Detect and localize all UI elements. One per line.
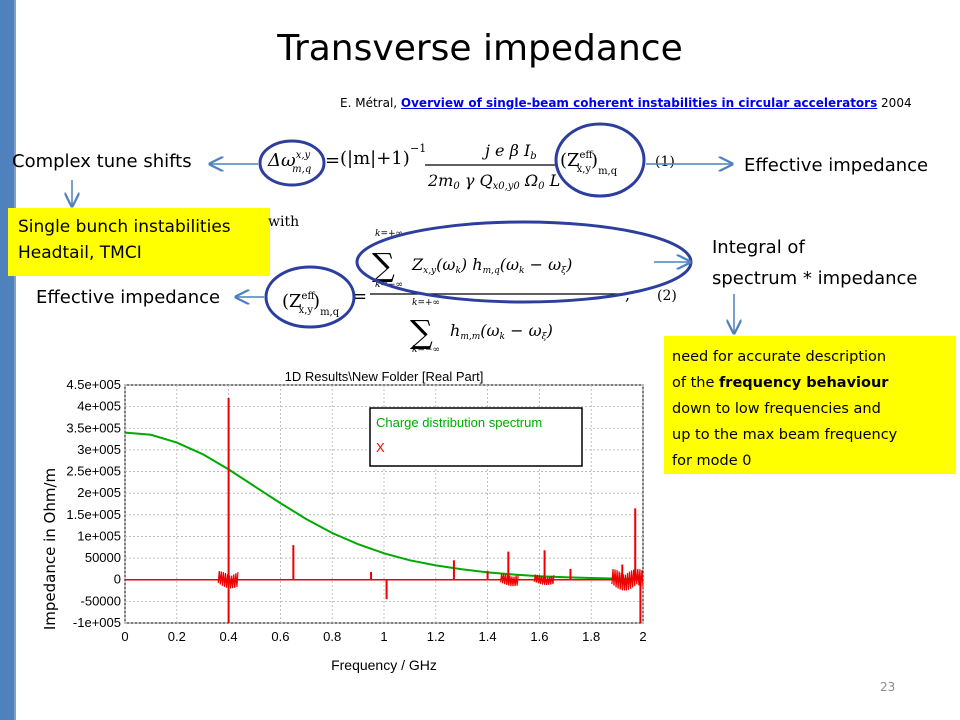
x-tick-label: 0.4 [220, 629, 238, 644]
ybox1-line1: Single bunch instabilities [18, 217, 231, 237]
y-tick-label: -1e+005 [73, 615, 121, 630]
ybox2-line2b: frequency behaviour [719, 375, 889, 391]
eq2-sum-bot-upper: k=+∞ [412, 298, 440, 308]
ellipse-effective-impedance-left [264, 265, 356, 329]
x-tick-label: 0.2 [168, 629, 186, 644]
x-tick-label: 1 [380, 629, 387, 644]
chart-xlabel: Frequency / GHz [331, 657, 437, 673]
left-accent-bar-edge [14, 0, 16, 720]
chart-ylabel: Impedance in Ohm/m [41, 467, 59, 631]
x-tick-label: 1.2 [427, 629, 445, 644]
eq2-numerator: Zx,y(ωk) hm,q(ωk − ωξ) [411, 255, 572, 276]
eq2-sigma-top: ∑ [372, 246, 395, 284]
complex-tune-shifts-label: Complex tune shifts [12, 151, 192, 172]
y-tick-label: 3.5e+005 [66, 420, 121, 435]
eq1-exp: −1 [410, 142, 426, 155]
eq1-equals: = [325, 150, 340, 171]
series-charge-distribution [124, 431, 644, 581]
y-tick-label: 2.5e+005 [66, 464, 121, 479]
x-tick-label: 1.6 [530, 629, 548, 644]
page-number: 23 [880, 680, 896, 694]
slide-title: Transverse impedance [277, 28, 683, 69]
ellipse-effective-impedance-top [554, 122, 646, 198]
eq2-sum-bot-lower: k=−∞ [412, 345, 440, 355]
ybox2-line1: need for accurate description [672, 349, 887, 365]
single-bunch-instabilities-box: Single bunch instabilities Headtail, TMC… [8, 208, 270, 276]
x-tick-label: 2 [639, 629, 646, 644]
reference-author: E. Métral, [340, 96, 401, 110]
x-tick-label: 1.8 [582, 629, 600, 644]
eq2-sum-top-upper: k=+∞ [375, 229, 403, 239]
eq2-sigma-bottom: ∑ [410, 313, 433, 351]
with-word: with [268, 214, 299, 230]
effective-impedance-label-left: Effective impedance [36, 287, 221, 308]
y-tick-label: 1e+005 [77, 528, 121, 543]
ybox2-line2: of the frequency behaviour [672, 370, 956, 396]
ybox2-line5: for mode 0 [672, 453, 752, 469]
eq1-numerator: j e β Ib [482, 141, 537, 162]
x-tick-label: 0 [121, 629, 128, 644]
ybox1-line2: Headtail, TMCI [18, 243, 142, 263]
ybox2-line3: down to low frequencies and [672, 401, 881, 417]
legend-item-x: X [376, 440, 385, 455]
y-tick-label: 4.5e+005 [66, 377, 121, 392]
y-tick-label: 50000 [85, 550, 121, 565]
ybox2-line2a: of the [672, 375, 719, 391]
ybox2-line4: up to the max beam frequency [672, 427, 898, 443]
eq1-number: (1) [655, 154, 675, 170]
reference-year: 2004 [877, 96, 912, 110]
y-tick-label: 2e+005 [77, 485, 121, 500]
y-tick-label: 3e+005 [77, 442, 121, 457]
y-tick-label: 1.5e+005 [66, 507, 121, 522]
eq2-number: (2) [657, 288, 677, 304]
left-accent-bar [0, 0, 14, 720]
integral-label-line2: spectrum * impedance [712, 268, 918, 289]
reference-link[interactable]: Overview of single-beam coherent instabi… [400, 96, 878, 110]
x-tick-label: 0.6 [271, 629, 289, 644]
eq2-equals: = [352, 286, 367, 307]
eq1-denominator: 2m0 γ Qx0,y0 Ω0 L [427, 171, 560, 192]
frequency-behaviour-note: need for accurate description of the fre… [664, 336, 956, 474]
y-tick-label: 4e+005 [77, 399, 121, 414]
reference-citation: E. Métral, Overview of single-beam coher… [340, 96, 912, 110]
series-x-noise [611, 568, 644, 591]
effective-impedance-label-right: Effective impedance [744, 155, 929, 176]
x-tick-label: 0.8 [323, 629, 341, 644]
integral-label-line1: Integral of [712, 237, 805, 258]
chart-title: 1D Results\New Folder [Real Part] [285, 369, 484, 384]
y-tick-label: 0 [114, 572, 121, 587]
chart-legend [369, 407, 583, 467]
series-x-noise [533, 574, 555, 585]
eq1-abs-m: (|m|+1) [340, 148, 410, 169]
series-x-noise [500, 573, 519, 587]
ellipse-tune-shift [258, 139, 326, 187]
series-x-noise [217, 571, 239, 589]
legend-item-charge: Charge distribution spectrum [376, 415, 542, 430]
y-tick-label: -50000 [81, 593, 121, 608]
x-tick-label: 1.4 [479, 629, 497, 644]
